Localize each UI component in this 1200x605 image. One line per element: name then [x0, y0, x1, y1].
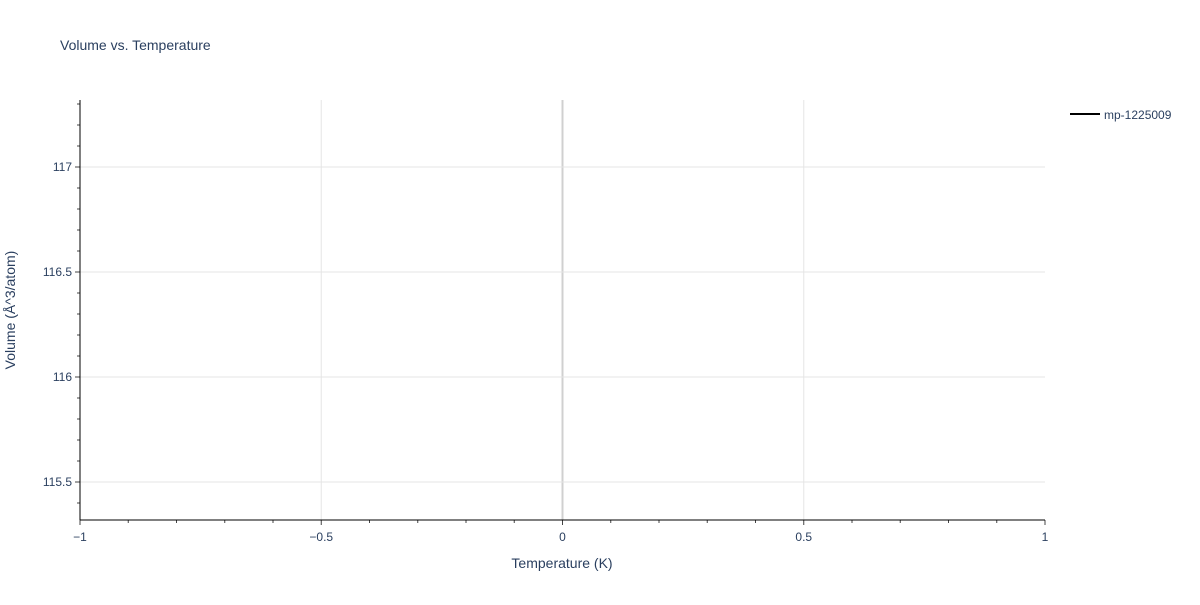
- y-tick-label: 116: [53, 370, 72, 384]
- legend[interactable]: mp-1225009: [1070, 108, 1172, 122]
- y-tick-label: 116.5: [43, 265, 72, 279]
- x-tick-label: 0: [559, 530, 566, 544]
- x-axis-label: Temperature (K): [511, 555, 612, 571]
- y-tick-label: 117: [53, 160, 72, 174]
- chart-title: Volume vs. Temperature: [60, 37, 211, 53]
- x-tick-label: 0.5: [795, 530, 812, 544]
- x-tick-label: 1: [1042, 530, 1049, 544]
- x-tick-label: −1: [73, 530, 87, 544]
- y-tick-label: 115.5: [43, 475, 72, 489]
- x-tick-label: −0.5: [309, 530, 333, 544]
- grid: [80, 100, 1045, 520]
- axes: −1 −0.5 0 0.5 1 115.5 116 116.5 117: [43, 100, 1049, 544]
- y-axis-label: Volume (Å^3/atom): [2, 251, 18, 370]
- legend-label[interactable]: mp-1225009: [1104, 108, 1172, 122]
